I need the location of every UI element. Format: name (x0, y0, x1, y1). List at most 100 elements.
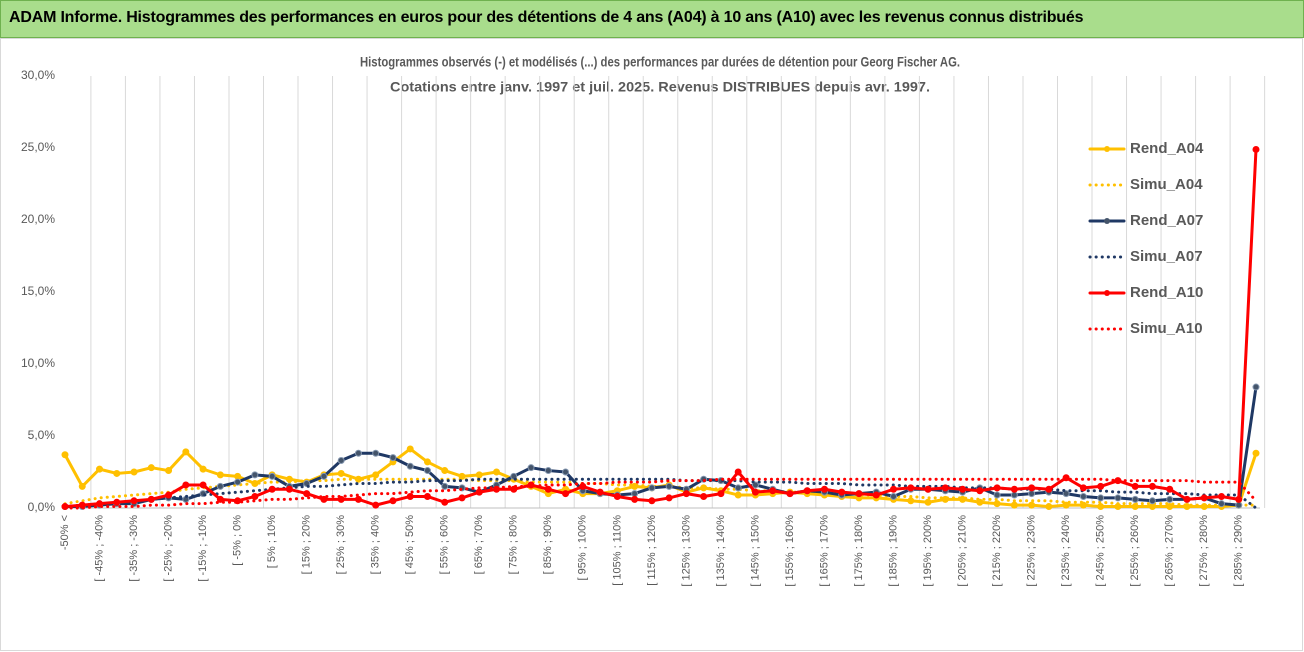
series-point (268, 472, 276, 480)
series-point (544, 467, 552, 475)
series-point (613, 492, 621, 500)
series-point (423, 467, 431, 475)
series-point (1010, 485, 1018, 493)
series-point (147, 464, 155, 472)
series-point (924, 485, 932, 493)
series-point (1252, 145, 1260, 153)
y-tick-label: 0,0% (28, 500, 56, 514)
series-point (441, 498, 449, 506)
series-point (441, 467, 449, 475)
series-point (96, 465, 104, 473)
legend-label: Rend_A07 (1130, 212, 1203, 229)
x-tick-label: [ 205% ; 210% (956, 515, 968, 587)
series-point (182, 481, 190, 489)
y-tick-label: 10,0% (21, 356, 55, 370)
series-point (251, 492, 259, 500)
series-point (130, 468, 138, 476)
x-tick-label: [ 105% ; 110% (611, 515, 623, 586)
series-point (803, 487, 811, 495)
series-point (165, 491, 173, 499)
series-point (700, 492, 708, 500)
series-point (907, 484, 915, 492)
series-point (251, 471, 259, 479)
legend-marker (1104, 290, 1110, 296)
series-point (1252, 449, 1260, 457)
x-tick-label: -50% < (59, 515, 71, 550)
y-tick-label: 30,0% (21, 68, 55, 82)
x-tick-label: [ 225% ; 230% (1026, 515, 1038, 587)
series-point (234, 472, 242, 480)
series-point (907, 497, 915, 505)
series-point (147, 495, 155, 503)
series-point (682, 490, 690, 498)
series-point (475, 488, 483, 496)
series-point (130, 497, 138, 505)
x-tick-label: [ 235% ; 240% (1060, 515, 1072, 587)
series-point (631, 495, 639, 503)
legend-label: Simu_A07 (1130, 248, 1203, 265)
series-point (890, 492, 898, 500)
legend-label: Simu_A04 (1130, 176, 1203, 193)
series-point (872, 491, 880, 499)
series-point (216, 482, 224, 490)
series-line (63, 477, 1258, 510)
legend-label: Rend_A10 (1130, 284, 1203, 301)
series-point (423, 458, 431, 466)
series-point (182, 448, 190, 456)
legend-label: Simu_A10 (1130, 320, 1203, 337)
series-point (1010, 491, 1018, 499)
series-point (562, 468, 570, 476)
y-tick-label: 20,0% (21, 212, 55, 226)
x-tick-label: [ 15% ; 20% (301, 515, 313, 575)
series-point (1148, 482, 1156, 490)
x-tick-label: [ -15% ; -10% (197, 515, 209, 582)
x-tick-label: [ -5% ; 0% (232, 515, 244, 566)
x-tick-label: [ 75% ; 80% (508, 515, 520, 575)
series-point (372, 501, 380, 509)
x-tick-label: [ 25% ; 30% (335, 515, 347, 575)
series-point (216, 471, 224, 479)
series-point (527, 464, 535, 472)
series-point (786, 490, 794, 498)
series-point (234, 478, 242, 486)
series-point (1235, 501, 1243, 509)
y-tick-label: 5,0% (28, 428, 56, 442)
series-point (493, 468, 501, 476)
series-point (1045, 503, 1053, 511)
series-point (406, 462, 414, 470)
series-point (320, 472, 328, 480)
series-point (1131, 495, 1139, 503)
x-tick-label: [ 195% ; 200% (922, 515, 934, 587)
x-tick-label: [ 95% ; 100% (577, 515, 589, 581)
series-point (1079, 492, 1087, 500)
x-tick-label: [ 285% ; 290% (1233, 515, 1245, 587)
series-point (458, 494, 466, 502)
series-point (838, 488, 846, 496)
series-point (648, 497, 656, 505)
series-point (1166, 485, 1174, 493)
series-point (320, 495, 328, 503)
series-point (1235, 495, 1243, 503)
series-point (1183, 495, 1191, 503)
series-point (354, 495, 362, 503)
series-point (216, 495, 224, 503)
series-point (1062, 501, 1070, 509)
series-point (423, 492, 431, 500)
x-tick-label: [ 135% ; 140% (715, 515, 727, 587)
series-point (924, 498, 932, 506)
series-point (734, 468, 742, 476)
series-point (1028, 484, 1036, 492)
x-tick-label: [ -35% ; -30% (128, 515, 140, 582)
x-tick-label: [ 215% ; 220% (991, 515, 1003, 587)
series-point (976, 487, 984, 495)
series-point (1200, 494, 1208, 502)
x-tick-label: [ 5% ; 10% (266, 515, 278, 568)
series-point (475, 471, 483, 479)
series-point (631, 490, 639, 498)
series-point (389, 454, 397, 462)
series-point (751, 488, 759, 496)
series-point (855, 490, 863, 498)
chart-border (0, 38, 1303, 651)
series-point (648, 484, 656, 492)
